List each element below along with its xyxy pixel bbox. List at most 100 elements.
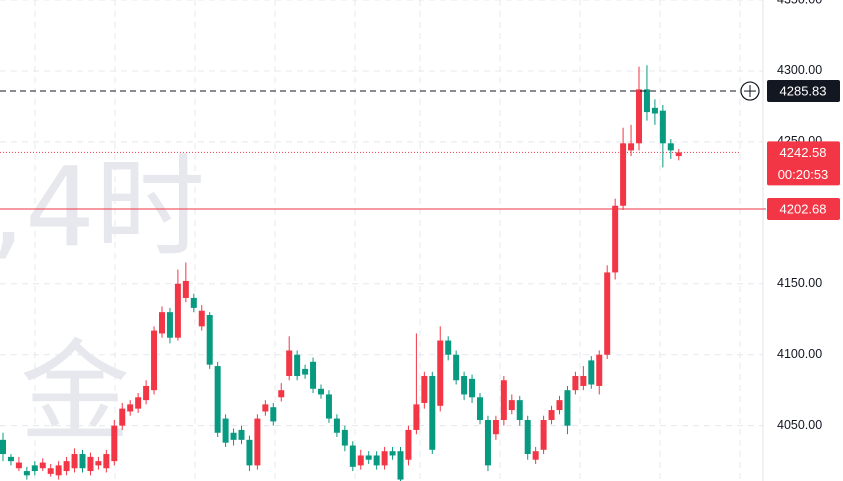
candle-body: [333, 418, 340, 433]
candle-body: [516, 400, 523, 420]
candle-body: [151, 330, 158, 391]
candle-body: [612, 205, 619, 273]
candle-body: [206, 314, 213, 365]
price-label: 4202.68: [780, 201, 827, 216]
candle-body: [389, 451, 396, 456]
price-label-bg: [767, 198, 840, 221]
candle-body: [659, 110, 666, 144]
candle-body: [286, 350, 293, 377]
vertical-grid: [34, 0, 741, 481]
candle-body: [445, 340, 452, 355]
candle-body: [643, 89, 650, 113]
candle-body: [310, 361, 317, 389]
candle-body: [143, 385, 150, 401]
candle-body: [294, 354, 301, 377]
price-label: 4242.58: [780, 145, 827, 160]
candle-body: [159, 312, 165, 334]
candle-body: [182, 280, 189, 298]
candle-body: [254, 418, 261, 466]
candle-body: [15, 462, 22, 469]
candle-body: [127, 404, 134, 412]
candle-body: [222, 418, 229, 443]
candle-body: [246, 439, 253, 466]
candle-body: [484, 419, 491, 466]
candle-body: [636, 89, 642, 144]
candle-body: [230, 432, 237, 440]
candle-body: [381, 451, 388, 466]
candle-body: [23, 471, 30, 476]
candle-body: [675, 152, 682, 157]
candle-body: [95, 461, 102, 466]
price-label-bg: [767, 141, 840, 186]
candle-body: [429, 376, 436, 450]
candle-body: [39, 462, 46, 469]
candle-body: [413, 404, 420, 430]
candle-body: [214, 366, 221, 433]
candle-body: [238, 429, 245, 440]
candle-body: [111, 425, 118, 462]
candle-body: [135, 397, 142, 409]
candle-body: [373, 455, 380, 466]
candle-body: [461, 376, 468, 395]
candle-body: [357, 455, 364, 466]
candle-body: [190, 297, 197, 308]
candle-body: [349, 445, 356, 467]
candle-body: [453, 354, 460, 381]
candle-body: [588, 360, 595, 385]
candle-body: [55, 465, 62, 476]
candle-body: [302, 368, 309, 375]
y-tick-label: 4150.00: [777, 276, 822, 290]
candle-body: [620, 143, 627, 206]
candle-body: [667, 143, 674, 151]
watermark: ,4时: [0, 143, 205, 271]
candle-body: [540, 419, 547, 450]
countdown: 00:20:53: [778, 167, 829, 182]
candle-body: [500, 380, 507, 420]
candle-body: [7, 456, 14, 462]
price-label: 4285.83: [780, 83, 827, 98]
candle-body: [63, 461, 70, 472]
candle-body: [628, 143, 635, 151]
candle-body: [119, 408, 126, 426]
candle-body: [477, 397, 483, 420]
candle-body: [31, 465, 38, 472]
candle-body: [262, 404, 269, 412]
candle-body: [397, 451, 404, 480]
candle-body: [365, 455, 372, 460]
candle-body: [421, 376, 428, 403]
candle-body: [79, 454, 86, 469]
y-tick-label: 4300.00: [777, 63, 822, 77]
candle-body: [572, 376, 579, 391]
y-tick-label: 4050.00: [777, 418, 822, 432]
candle-body: [47, 468, 54, 474]
candle-body: [405, 429, 412, 460]
candle-body: [556, 400, 563, 411]
candle-body: [596, 354, 603, 386]
y-tick-label: 4350.00: [777, 0, 822, 6]
candle-body: [166, 312, 173, 338]
candle-body: [103, 454, 110, 469]
candle-body: [318, 388, 324, 395]
candle-body: [341, 429, 348, 446]
candle-body: [0, 439, 6, 455]
candle-body: [437, 340, 444, 406]
candle-body: [325, 394, 332, 419]
candle-body: [532, 451, 539, 460]
candle-body: [564, 390, 571, 426]
candle-body: [548, 410, 555, 420]
candle-body: [469, 378, 476, 398]
candle-body: [87, 456, 94, 472]
price-label-bg: [767, 80, 840, 103]
candle-body: [580, 376, 587, 386]
candle-body: [604, 272, 611, 355]
candle-body: [198, 310, 205, 327]
candle-body: [278, 390, 285, 398]
candle-body: [174, 283, 181, 338]
candle-body: [651, 107, 658, 114]
candle-body: [524, 419, 531, 455]
candle-body: [270, 407, 277, 422]
y-tick-label: 4100.00: [777, 347, 822, 361]
candle-body: [492, 419, 499, 435]
crosshair-button[interactable]: [740, 81, 760, 101]
